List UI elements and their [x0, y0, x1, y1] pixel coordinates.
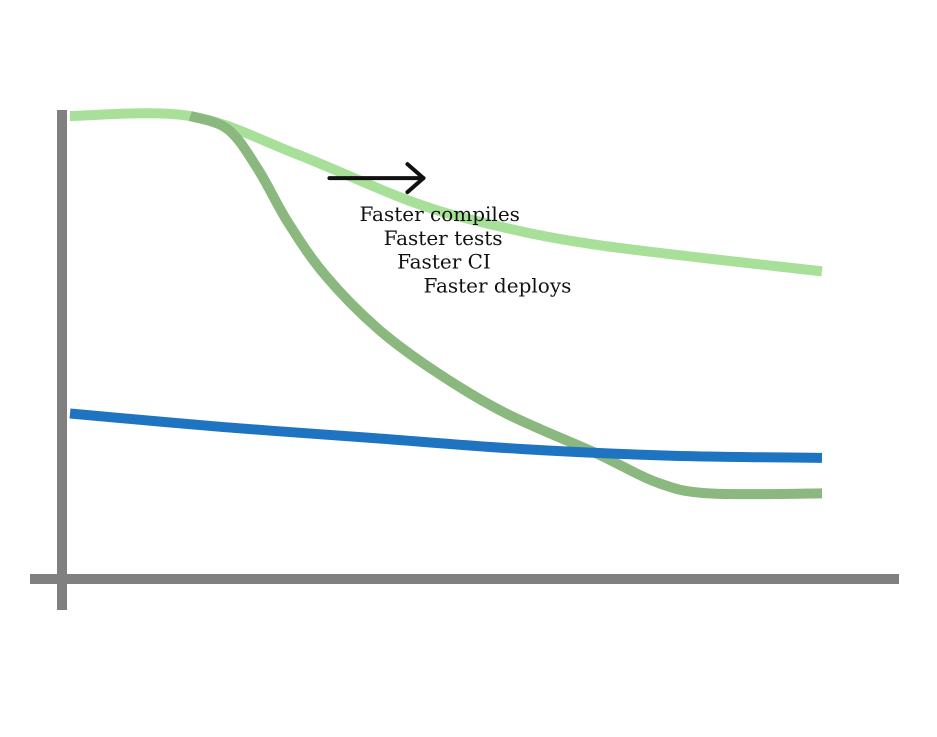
annotation-line-1: Faster tests: [384, 226, 503, 250]
annotation-line-0: Faster compiles: [360, 202, 520, 226]
series-line-1: [188, 111, 823, 500]
series-line-0: [69, 108, 823, 277]
series-layer: [69, 108, 823, 500]
arrow-head-icon: [405, 162, 426, 195]
annotation-line-3: Faster deploys: [423, 273, 571, 297]
series-line-2: [69, 408, 823, 463]
annotation-line-2: Faster CI: [397, 249, 491, 273]
